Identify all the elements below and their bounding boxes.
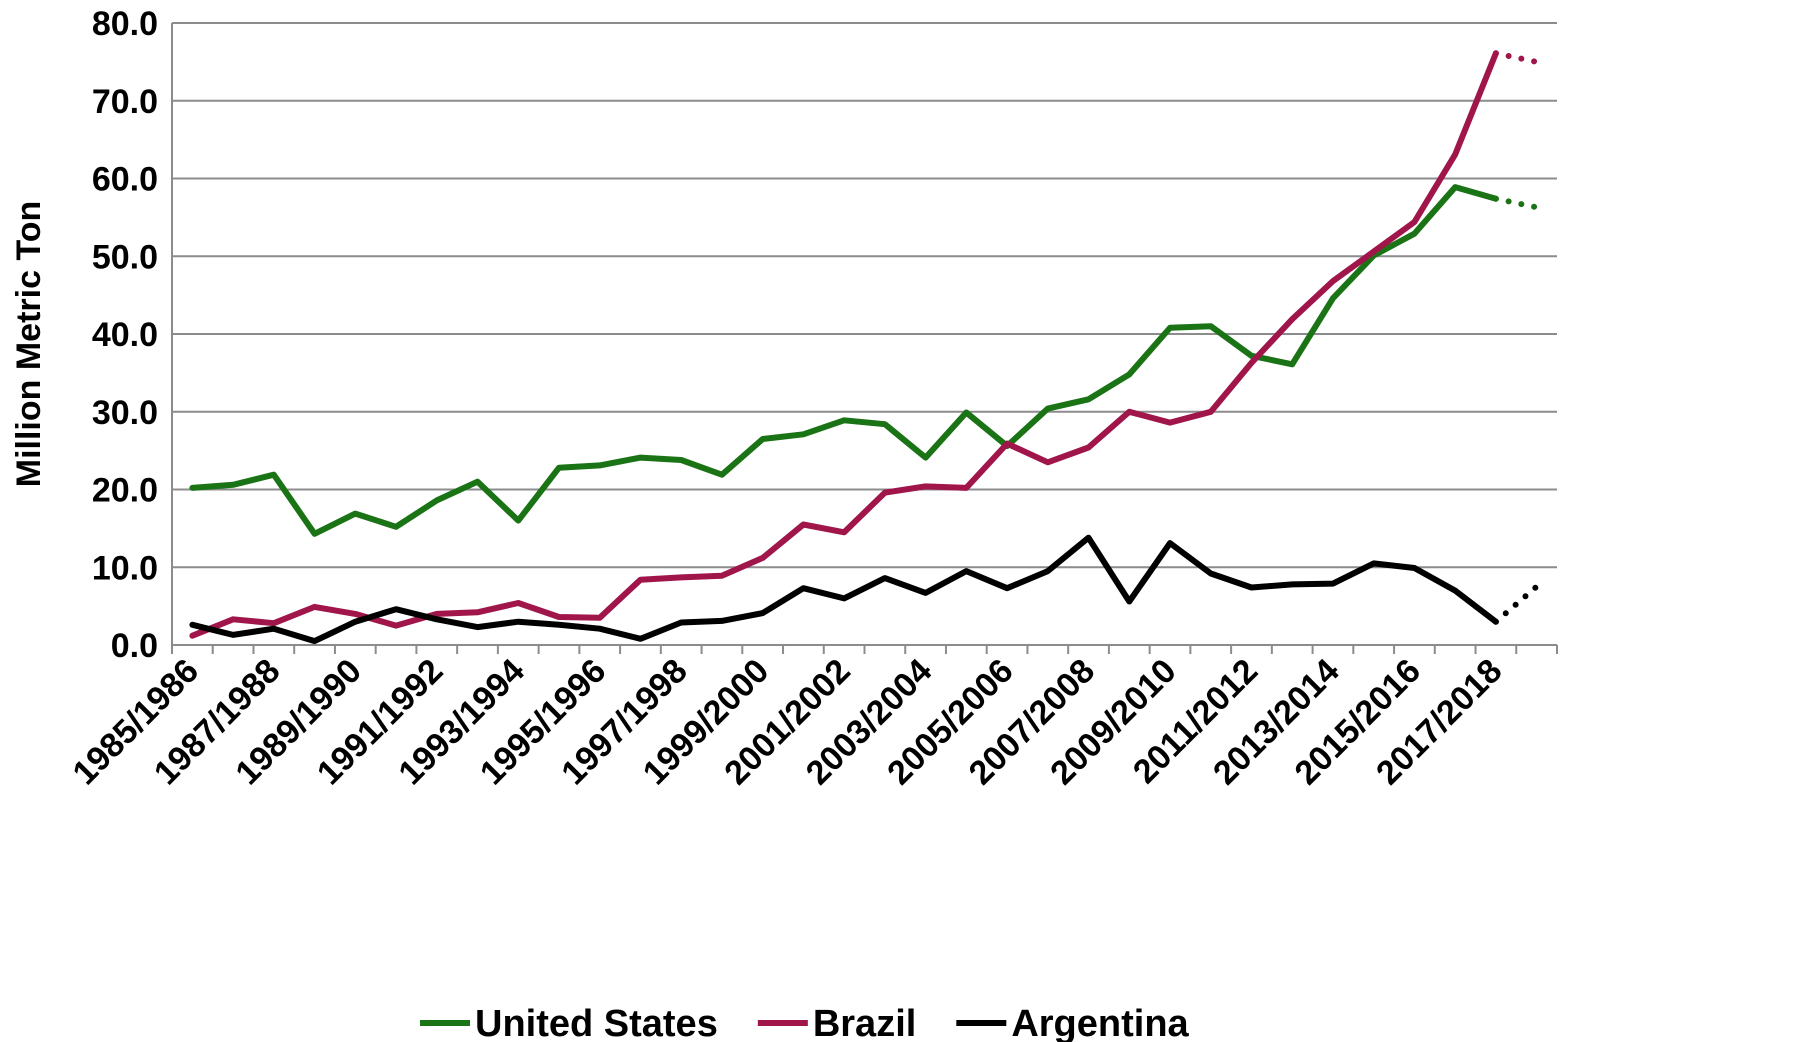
y-tick-label: 20.0 — [92, 472, 158, 510]
y-tick-label: 80.0 — [92, 5, 158, 43]
y-tick-label: 40.0 — [92, 316, 158, 354]
legend-label: Brazil — [813, 1003, 916, 1042]
y-tick-label: 50.0 — [92, 238, 158, 276]
series-projection-line — [1492, 583, 1540, 625]
legend-label: United States — [475, 1003, 718, 1042]
legend: United States Brazil Argentina — [420, 1003, 1190, 1042]
y-tick-label: 10.0 — [92, 549, 158, 587]
series-projection-line — [1492, 195, 1540, 211]
legend-label: Argentina — [1011, 1003, 1189, 1042]
series-line — [189, 184, 1499, 537]
y-axis-label: Million Metric Ton — [10, 201, 48, 487]
y-tick-label: 30.0 — [92, 394, 158, 432]
axes — [171, 23, 1558, 654]
series-lines — [189, 50, 1540, 645]
series-projection-line — [1492, 50, 1540, 65]
y-tick-labels: 0.0 10.0 20.0 30.0 40.0 50.0 60.0 70.0 80.0 — [92, 5, 158, 665]
x-tick-labels: 1985/19861987/19881989/19901991/19921993… — [65, 652, 1509, 793]
series-line — [189, 534, 1499, 645]
y-tick-label: 60.0 — [92, 161, 158, 199]
y-tick-label: 70.0 — [92, 83, 158, 121]
series-line — [189, 50, 1499, 639]
gridlines — [172, 22, 1557, 569]
y-tick-label: 0.0 — [111, 627, 158, 665]
